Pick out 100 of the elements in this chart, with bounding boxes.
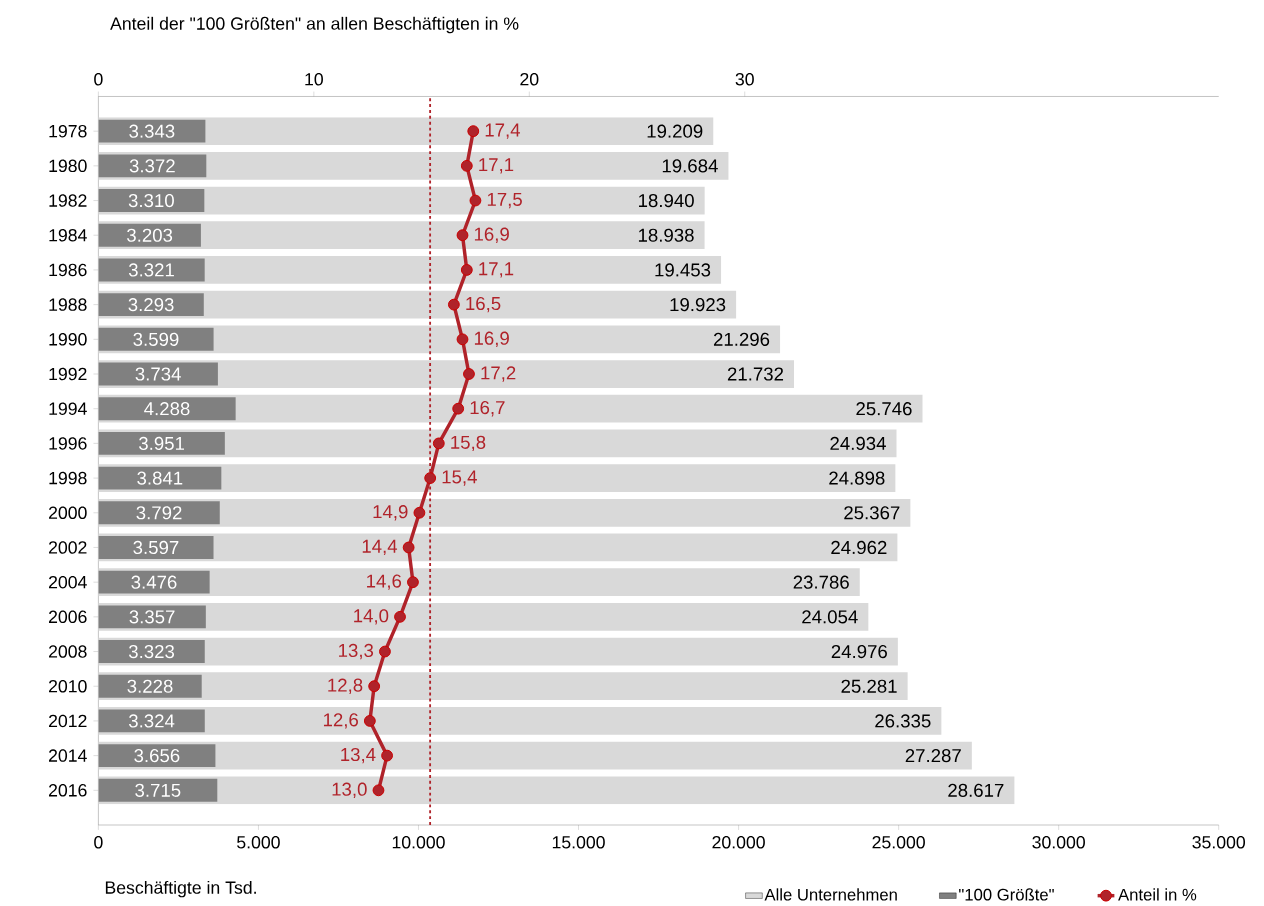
point [394, 611, 406, 623]
y-tick-label: 1988 [49, 298, 87, 312]
y-tick-label: 1990 [49, 333, 87, 346]
data-label: 3.597 [133, 541, 179, 555]
data-label: 21.296 [713, 332, 770, 347]
data-label: 3.476 [131, 575, 177, 589]
data-label: 3.734 [135, 367, 181, 381]
data-label: 16,9 [474, 227, 509, 244]
legend-label: Alle Unternehmen [764, 888, 897, 901]
data-label: 19.684 [662, 159, 718, 173]
data-label: 13,0 [332, 782, 367, 799]
data-label: 3.841 [137, 471, 183, 485]
data-label: 3.293 [128, 298, 174, 312]
data-label: 13,3 [339, 643, 374, 660]
x-tick-label: 30.000 [1032, 836, 1085, 849]
data-label: 3.310 [128, 194, 174, 208]
bar [98, 362, 218, 386]
data-label: 23.786 [793, 575, 849, 589]
y-tick-label: 2008 [49, 645, 87, 658]
x-tick-label: 5.000 [237, 836, 280, 849]
data-label: 15,8 [451, 435, 486, 452]
y-tick-label: 1982 [49, 194, 87, 207]
data-label: 18.940 [639, 194, 694, 208]
bar [98, 397, 236, 421]
y-tick-label: 1994 [49, 402, 87, 416]
x2-tick-label: 20 [520, 73, 539, 86]
point [413, 507, 426, 519]
x2-axis-title: Anteil der "100 Größten" an allen Beschäftigten in % [110, 16, 519, 34]
data-label: 3.203 [127, 228, 173, 242]
y-tick-label: 1992 [49, 367, 87, 381]
data-label: 3.323 [128, 645, 175, 659]
y-tick-label: 2004 [49, 576, 87, 589]
y-tick-label: 2012 [49, 714, 87, 728]
y-tick-label: 1986 [49, 263, 87, 277]
x-tick-label: 35.000 [1192, 836, 1246, 849]
point [456, 333, 469, 346]
data-label: 17,1 [479, 158, 514, 174]
data-label: 17,5 [487, 193, 522, 209]
data-label: 4.288 [144, 402, 190, 416]
data-label: 25.281 [841, 679, 897, 693]
y-tick-label: 1998 [49, 471, 87, 485]
point [424, 472, 437, 485]
bar [98, 501, 220, 525]
x2-tick-label: 10 [305, 73, 323, 86]
data-label: 3.715 [135, 783, 181, 798]
data-label: 14,0 [354, 609, 389, 625]
x-tick-label: 0 [94, 836, 103, 849]
data-label: 27.287 [905, 749, 961, 763]
data-label: 25.746 [856, 402, 912, 416]
x2-tick-label: 0 [94, 73, 103, 86]
point [381, 749, 393, 762]
point [460, 160, 473, 172]
point [447, 298, 460, 311]
data-label: 19.453 [655, 263, 711, 277]
data-label: 28.617 [948, 783, 1004, 798]
y-tick-label: 2006 [49, 610, 87, 624]
y-tick-label: 1980 [49, 159, 87, 173]
point [432, 437, 445, 450]
y-tick-label: 2010 [49, 680, 87, 693]
bar [98, 570, 210, 594]
data-label: 19.209 [647, 124, 703, 138]
data-label: 3.951 [139, 436, 185, 451]
y-tick-label: 2002 [49, 541, 87, 554]
data-label: 15,4 [442, 470, 477, 486]
data-label: 24.962 [831, 541, 887, 555]
data-label: 24.054 [802, 610, 858, 624]
x-tick-label: 20.000 [712, 836, 765, 849]
bar [98, 640, 205, 664]
bar [98, 328, 214, 351]
x-tick-label: 25.000 [872, 836, 925, 849]
y-tick-label: 1978 [49, 125, 87, 138]
point [452, 402, 465, 415]
point [467, 125, 480, 138]
point [460, 264, 473, 276]
bar [98, 119, 206, 143]
data-label: 24.898 [829, 471, 885, 485]
data-label: 3.343 [129, 124, 175, 138]
bar [98, 536, 214, 560]
data-label: 16,5 [466, 297, 501, 313]
data-label: 18.938 [638, 228, 694, 242]
data-label: 24.976 [831, 645, 887, 659]
point [379, 645, 391, 658]
point [368, 680, 381, 693]
y-tick-label: 2014 [49, 749, 87, 762]
data-label: 13,4 [341, 748, 376, 764]
legend-label: Anteil in % [1118, 888, 1197, 901]
point [363, 715, 376, 727]
data-label: 14,4 [362, 540, 398, 556]
bar [98, 466, 222, 490]
point [463, 368, 475, 381]
data-label: 3.372 [129, 159, 175, 173]
data-label: 3.656 [134, 749, 180, 763]
y-tick-label: 2000 [49, 506, 87, 520]
data-label: 21.732 [727, 367, 784, 381]
x-axis-title: Beschäftigte in Tsd. [105, 881, 256, 898]
bar [98, 189, 205, 213]
data-label: 14,9 [373, 505, 408, 521]
point [456, 229, 469, 242]
point [407, 576, 419, 589]
data-label: 3.599 [133, 332, 179, 347]
